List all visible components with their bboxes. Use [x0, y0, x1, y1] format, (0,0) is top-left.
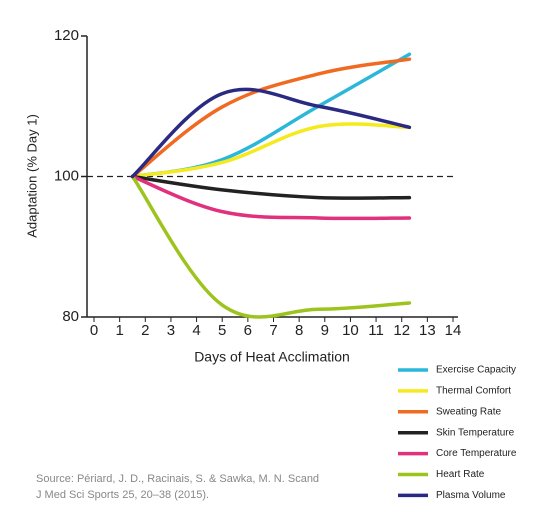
x-tick-label: 6 [244, 322, 252, 339]
series-line [130, 87, 412, 179]
x-tick-label: 14 [445, 322, 462, 339]
y-tick-label: 100 [54, 167, 79, 184]
x-tick-label: 2 [141, 322, 149, 339]
legend-label: Thermal Comfort [436, 386, 511, 397]
y-tick-label: 120 [54, 27, 79, 44]
x-tick-label: 4 [192, 322, 200, 339]
x-tick-label: 8 [295, 322, 303, 339]
series-line [130, 174, 412, 200]
legend-label: Core Temperature [436, 448, 517, 459]
x-tick-label: 3 [167, 322, 175, 339]
legend-label: Sweating Rate [436, 406, 501, 417]
x-tick-label: 5 [218, 322, 226, 339]
x-tick-label: 9 [321, 322, 329, 339]
series-line [130, 174, 412, 221]
x-tick-label: 1 [115, 322, 123, 339]
legend-label: Skin Temperature [436, 427, 515, 438]
x-tick-label: 13 [419, 322, 436, 339]
legend-label: Heart Rate [436, 469, 485, 480]
y-tick-label: 80 [62, 308, 79, 325]
y-axis-label: Adaptation (% Day 1) [24, 114, 39, 238]
x-tick-label: 12 [393, 322, 410, 339]
x-tick-label: 7 [269, 322, 277, 339]
series-line [130, 122, 412, 179]
source: Source: Périard, J. D., Racinais, S. & S… [36, 473, 319, 485]
x-tick-label: 0 [90, 322, 98, 339]
legend-label: Plasma Volume [436, 490, 506, 501]
legend-label: Exercise Capacity [436, 365, 516, 376]
series-line [130, 174, 412, 319]
x-axis-label: Days of Heat Acclimation [194, 349, 350, 365]
source: J Med Sci Sports 25, 20–38 (2015). [36, 489, 209, 501]
x-tick-label: 10 [342, 322, 359, 339]
series-line [130, 57, 412, 179]
x-tick-label: 11 [368, 322, 384, 339]
